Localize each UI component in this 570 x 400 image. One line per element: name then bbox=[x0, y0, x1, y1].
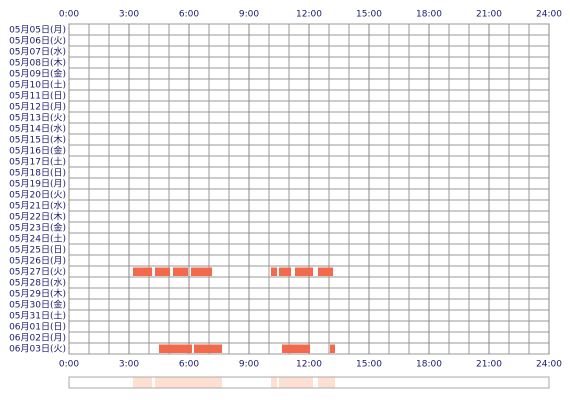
activity-bar bbox=[295, 267, 313, 276]
y-tick-label: 05月29日(木) bbox=[9, 288, 66, 300]
x-tick-label-top: 0:00 bbox=[59, 10, 79, 20]
y-tick-label: 05月14日(水) bbox=[9, 123, 66, 135]
activity-bar bbox=[159, 344, 192, 353]
y-tick-label: 05月20日(火) bbox=[9, 190, 66, 201]
summary-bar bbox=[271, 377, 277, 388]
x-tick-label-bottom: 21:00 bbox=[476, 360, 502, 370]
y-tick-label: 05月23日(金) bbox=[9, 222, 66, 234]
x-tick-label-bottom: 15:00 bbox=[356, 360, 382, 370]
activity-bar bbox=[279, 267, 291, 276]
summary-bar bbox=[330, 377, 335, 388]
x-tick-label-bottom: 0:00 bbox=[59, 360, 79, 370]
y-tick-label: 05月17日(土) bbox=[9, 156, 66, 168]
y-tick-label: 05月06日(火) bbox=[9, 36, 66, 47]
activity-bar bbox=[155, 267, 170, 276]
x-tick-label-top: 12:00 bbox=[296, 10, 322, 20]
x-tick-label-bottom: 9:00 bbox=[239, 360, 259, 370]
y-tick-label: 05月18日(日) bbox=[9, 168, 66, 179]
activity-bar bbox=[194, 344, 222, 353]
x-tick-label-top: 3:00 bbox=[119, 10, 139, 20]
x-tick-label-bottom: 6:00 bbox=[179, 360, 199, 370]
y-tick-label: 05月25日(日) bbox=[9, 245, 66, 256]
y-tick-label: 05月28日(水) bbox=[9, 277, 66, 289]
summary-bar bbox=[194, 377, 222, 388]
x-tick-label-top: 6:00 bbox=[179, 10, 199, 20]
activity-bar bbox=[318, 267, 333, 276]
x-tick-label-top: 9:00 bbox=[239, 10, 259, 20]
y-tick-label: 05月09日(金) bbox=[9, 68, 66, 80]
summary-bar bbox=[282, 377, 310, 388]
x-tick-label-bottom: 24:00 bbox=[536, 360, 562, 370]
x-tick-label-top: 24:00 bbox=[536, 10, 562, 20]
y-tick-label: 05月21日(水) bbox=[9, 200, 66, 212]
x-tick-label-bottom: 12:00 bbox=[296, 360, 322, 370]
summary-bar bbox=[159, 377, 192, 388]
y-tick-label: 06月03日(火) bbox=[9, 344, 66, 355]
x-tick-label-top: 21:00 bbox=[476, 10, 502, 20]
y-tick-label: 05月12日(月) bbox=[9, 102, 66, 113]
x-tick-label-bottom: 18:00 bbox=[416, 360, 442, 370]
y-tick-label: 05月22日(木) bbox=[9, 211, 66, 223]
y-tick-label: 05月11日(日) bbox=[9, 91, 66, 102]
y-tick-label: 05月16日(金) bbox=[9, 145, 66, 157]
activity-bar bbox=[330, 344, 335, 353]
x-tick-label-top: 15:00 bbox=[356, 10, 382, 20]
y-tick-label: 05月30日(金) bbox=[9, 299, 66, 311]
y-tick-label: 06月02日(月) bbox=[9, 333, 66, 344]
y-tick-label: 05月19日(月) bbox=[9, 179, 66, 190]
x-tick-label-top: 18:00 bbox=[416, 10, 442, 20]
activity-bar bbox=[191, 267, 212, 276]
y-tick-label: 05月05日(月) bbox=[9, 25, 66, 36]
x-tick-label-bottom: 3:00 bbox=[119, 360, 139, 370]
y-tick-label: 05月15日(木) bbox=[9, 134, 66, 146]
y-tick-label: 05月24日(土) bbox=[9, 233, 66, 245]
activity-bar bbox=[282, 344, 310, 353]
y-tick-label: 05月31日(土) bbox=[9, 310, 66, 322]
summary-bar bbox=[318, 377, 333, 388]
activity-bar bbox=[133, 267, 152, 276]
activity-bar bbox=[173, 267, 188, 276]
y-tick-label: 05月27日(火) bbox=[9, 267, 66, 278]
y-tick-label: 05月07日(水) bbox=[9, 46, 66, 58]
summary-bar bbox=[133, 377, 152, 388]
y-tick-label: 05月13日(火) bbox=[9, 113, 66, 124]
activity-bar bbox=[271, 267, 277, 276]
y-tick-label: 05月26日(月) bbox=[9, 256, 66, 267]
y-tick-label: 05月08日(木) bbox=[9, 57, 66, 69]
y-tick-label: 06月01日(日) bbox=[9, 322, 66, 333]
y-tick-label: 05月10日(土) bbox=[9, 79, 66, 91]
